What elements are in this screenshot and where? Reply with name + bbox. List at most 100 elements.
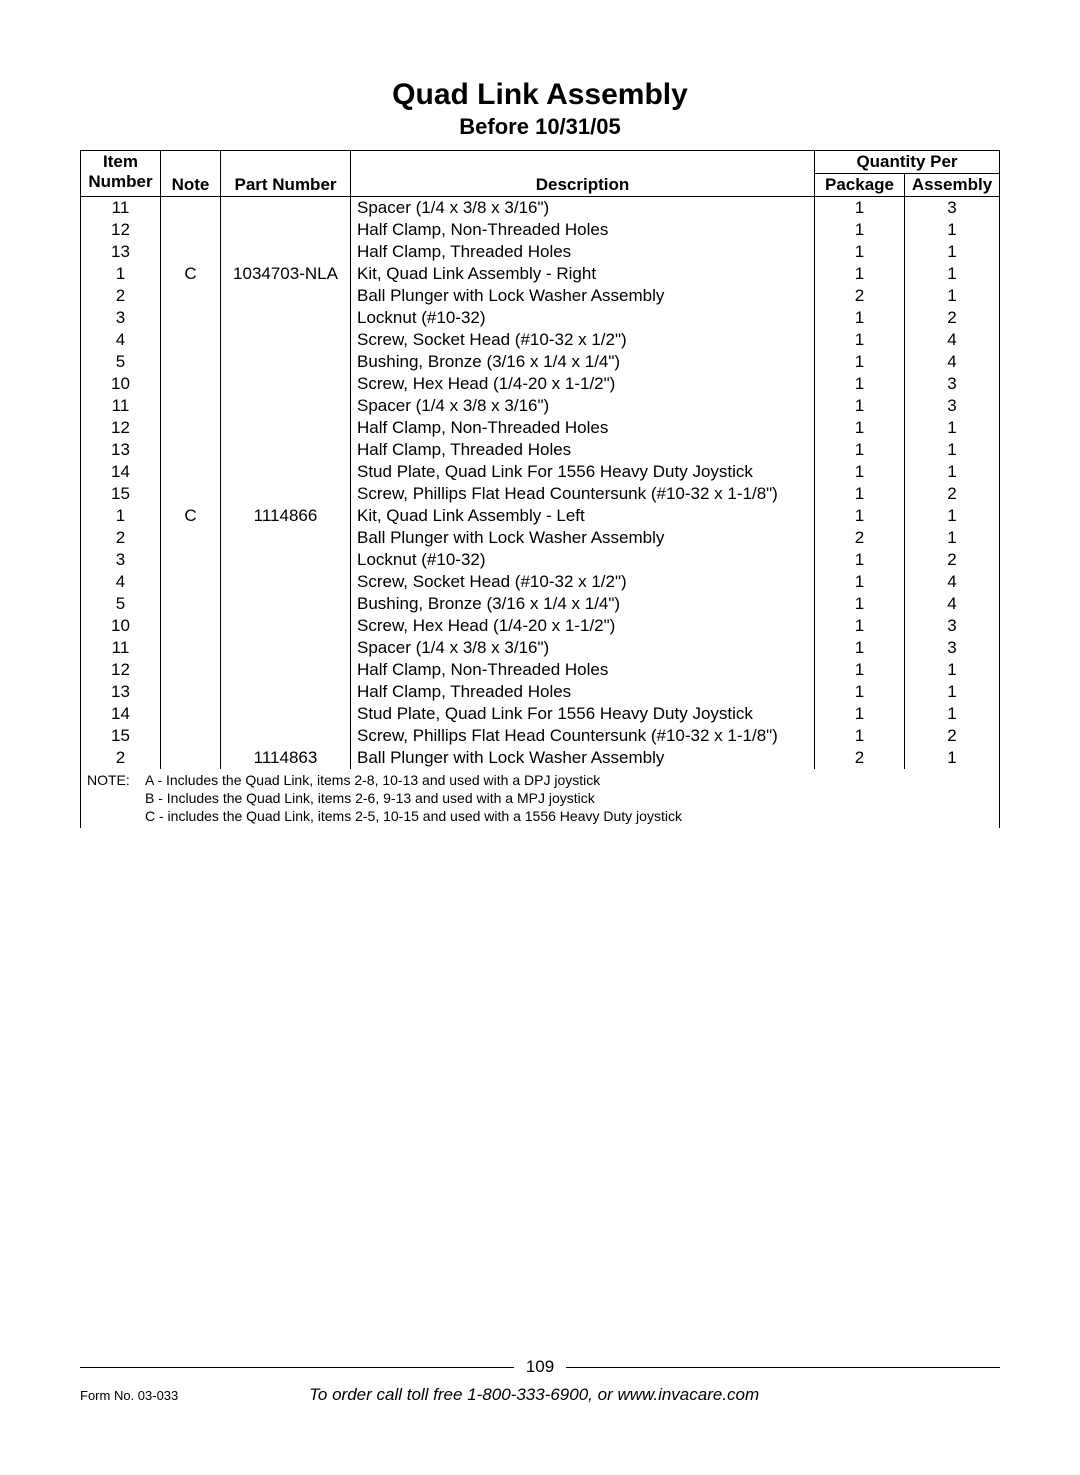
- cell-item: 5: [81, 351, 161, 373]
- col-header-package: Package: [815, 174, 905, 197]
- cell-item: 10: [81, 615, 161, 637]
- cell-part: [221, 307, 351, 329]
- table-row: 13Half Clamp, Threaded Holes11: [81, 439, 1000, 461]
- cell-desc: Screw, Phillips Flat Head Countersunk (#…: [351, 725, 815, 747]
- cell-part: [221, 681, 351, 703]
- cell-item: 11: [81, 637, 161, 659]
- cell-part: [221, 461, 351, 483]
- cell-item: 4: [81, 329, 161, 351]
- cell-part: 1034703-NLA: [221, 263, 351, 285]
- table-row: 10Screw, Hex Head (1/4-20 x 1-1/2")13: [81, 373, 1000, 395]
- order-line: To order call toll free 1-800-333-6900, …: [178, 1385, 890, 1405]
- cell-note: [161, 747, 221, 769]
- cell-part: [221, 373, 351, 395]
- cell-part: [221, 549, 351, 571]
- notes-row: NOTE:A - Includes the Quad Link, items 2…: [81, 769, 1000, 828]
- cell-assembly: 1: [905, 681, 1000, 703]
- col-header-item-top: Item: [103, 152, 138, 171]
- cell-note: [161, 219, 221, 241]
- cell-assembly: 3: [905, 395, 1000, 417]
- cell-package: 2: [815, 747, 905, 769]
- cell-package: 2: [815, 285, 905, 307]
- cell-desc: Kit, Quad Link Assembly - Left: [351, 505, 815, 527]
- cell-assembly: 2: [905, 483, 1000, 505]
- cell-note: [161, 351, 221, 373]
- cell-note: [161, 373, 221, 395]
- cell-desc: Half Clamp, Non-Threaded Holes: [351, 659, 815, 681]
- table-row: 5 Bushing, Bronze (3/16 x 1/4 x 1/4")14: [81, 351, 1000, 373]
- cell-note: [161, 703, 221, 725]
- note-line: A - Includes the Quad Link, items 2-8, 1…: [145, 771, 682, 789]
- cell-assembly: 3: [905, 197, 1000, 220]
- cell-item: 12: [81, 219, 161, 241]
- cell-assembly: 1: [905, 505, 1000, 527]
- cell-item: 12: [81, 417, 161, 439]
- table-row: 12Half Clamp, Non-Threaded Holes11: [81, 219, 1000, 241]
- cell-package: 1: [815, 417, 905, 439]
- page-subtitle: Before 10/31/05: [80, 114, 1000, 140]
- cell-part: [221, 395, 351, 417]
- cell-item: 5: [81, 593, 161, 615]
- cell-assembly: 3: [905, 615, 1000, 637]
- cell-assembly: 1: [905, 285, 1000, 307]
- cell-note: C: [161, 263, 221, 285]
- table-row: 11Spacer (1/4 x 3/8 x 3/16")13: [81, 395, 1000, 417]
- table-row: 15Screw, Phillips Flat Head Countersunk …: [81, 483, 1000, 505]
- table-row: 1C1034703-NLAKit, Quad Link Assembly - R…: [81, 263, 1000, 285]
- cell-item: 12: [81, 659, 161, 681]
- cell-note: [161, 483, 221, 505]
- cell-desc: Screw, Socket Head (#10-32 x 1/2"): [351, 571, 815, 593]
- cell-assembly: 1: [905, 219, 1000, 241]
- table-row: 2Ball Plunger with Lock Washer Assembly2…: [81, 285, 1000, 307]
- cell-package: 1: [815, 351, 905, 373]
- page-number: 109: [526, 1357, 554, 1377]
- cell-package: 1: [815, 703, 905, 725]
- cell-desc: Bushing, Bronze (3/16 x 1/4 x 1/4"): [351, 351, 815, 373]
- cell-assembly: 4: [905, 351, 1000, 373]
- cell-desc: Half Clamp, Non-Threaded Holes: [351, 219, 815, 241]
- table-row: 21114863Ball Plunger with Lock Washer As…: [81, 747, 1000, 769]
- footer-rule: 109: [80, 1357, 1000, 1377]
- cell-assembly: 1: [905, 659, 1000, 681]
- cell-note: [161, 637, 221, 659]
- cell-desc: Ball Plunger with Lock Washer Assembly: [351, 747, 815, 769]
- cell-assembly: 4: [905, 329, 1000, 351]
- cell-item: 1: [81, 263, 161, 285]
- table-row: 2Ball Plunger with Lock Washer Assembly2…: [81, 527, 1000, 549]
- table-row: 5Bushing, Bronze (3/16 x 1/4 x 1/4")14: [81, 593, 1000, 615]
- cell-part: [221, 351, 351, 373]
- cell-desc: Stud Plate, Quad Link For 1556 Heavy Dut…: [351, 461, 815, 483]
- table-row: 11Spacer (1/4 x 3/8 x 3/16")13: [81, 637, 1000, 659]
- cell-note: [161, 615, 221, 637]
- cell-desc: Screw, Socket Head (#10-32 x 1/2"): [351, 329, 815, 351]
- cell-item: 1: [81, 505, 161, 527]
- cell-note: [161, 241, 221, 263]
- table-row: 4Screw, Socket Head (#10-32 x 1/2")14: [81, 571, 1000, 593]
- cell-note: [161, 681, 221, 703]
- cell-item: 11: [81, 197, 161, 220]
- cell-note: [161, 549, 221, 571]
- cell-assembly: 4: [905, 593, 1000, 615]
- cell-desc: Spacer (1/4 x 3/8 x 3/16"): [351, 197, 815, 220]
- cell-item: 2: [81, 285, 161, 307]
- table-row: 14Stud Plate, Quad Link For 1556 Heavy D…: [81, 461, 1000, 483]
- cell-desc: Locknut (#10-32): [351, 307, 815, 329]
- table-row: 11 Spacer (1/4 x 3/8 x 3/16")13: [81, 197, 1000, 220]
- cell-item: 2: [81, 747, 161, 769]
- notes-label: NOTE:: [87, 771, 145, 789]
- cell-assembly: 1: [905, 747, 1000, 769]
- cell-package: 1: [815, 505, 905, 527]
- cell-note: C: [161, 505, 221, 527]
- note-line: C - includes the Quad Link, items 2-5, 1…: [145, 807, 682, 825]
- table-row: 13Half Clamp, Threaded Holes11: [81, 681, 1000, 703]
- cell-part: [221, 329, 351, 351]
- table-row: 14Stud Plate, Quad Link For 1556 Heavy D…: [81, 703, 1000, 725]
- cell-note: [161, 461, 221, 483]
- cell-item: 15: [81, 483, 161, 505]
- cell-note: [161, 417, 221, 439]
- cell-package: 1: [815, 197, 905, 220]
- page-footer: 109 Form No. 03-033 To order call toll f…: [80, 1357, 1000, 1405]
- cell-package: 1: [815, 373, 905, 395]
- cell-package: 1: [815, 483, 905, 505]
- notes-lines: A - Includes the Quad Link, items 2-8, 1…: [145, 771, 682, 826]
